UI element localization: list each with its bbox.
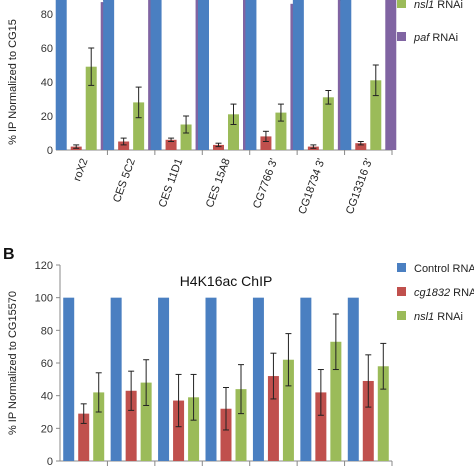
bar [150, 0, 162, 150]
legend-swatch [397, 287, 406, 296]
bar [340, 0, 352, 150]
x-tick-label: CG7766 3' [251, 157, 280, 210]
bar [315, 392, 327, 461]
bar [377, 366, 389, 461]
legend-swatch [397, 263, 406, 272]
bar [300, 297, 312, 461]
bar [173, 400, 185, 461]
chart-title: H4K16ac ChIP [180, 273, 273, 289]
y-tick-label: 80 [41, 9, 53, 21]
x-tick-label: CES 15A8 [204, 157, 233, 209]
bar [260, 136, 272, 150]
bar [228, 114, 239, 150]
bar [55, 0, 67, 150]
bar [165, 139, 177, 150]
bar [213, 144, 224, 150]
bar [362, 380, 374, 461]
bar [292, 0, 304, 150]
chart-panel-a: 0 20 40 60 80 % IP Normalized to CG15 roX2 CES … [7, 0, 463, 216]
y-tick-label: 20 [41, 423, 53, 435]
bar [85, 66, 97, 150]
chart-panel-b: 0 20 40 60 80 100 120 % IP Normalized to CG1557… [3, 246, 474, 468]
y-tick-label: 40 [41, 77, 53, 89]
bar [93, 392, 105, 461]
bar [63, 297, 75, 461]
legend-label: cg1832 RNAi [414, 287, 474, 299]
x-tick-label: CG18734 3' [296, 157, 327, 216]
bar [133, 102, 145, 150]
legend-swatch [397, 32, 406, 41]
bar [205, 297, 217, 461]
legend-swatch [397, 311, 406, 320]
legend-label: paf RNAi [413, 32, 458, 44]
x-tick-label: CES 5C2 [111, 157, 138, 204]
bar [235, 389, 247, 461]
bar [275, 112, 287, 150]
x-tick-label: CES 11D1 [157, 157, 186, 209]
bar [267, 376, 279, 461]
y-tick-label: 0 [47, 456, 53, 468]
legend-swatch [397, 0, 406, 8]
bar [198, 0, 209, 150]
bar [180, 124, 192, 150]
bar [252, 297, 264, 461]
y-tick-label: 40 [41, 391, 53, 403]
y-tick-label: 60 [41, 43, 53, 55]
bar [330, 341, 342, 461]
y-tick-label: 60 [41, 358, 53, 370]
bar [355, 143, 367, 150]
panel-label: B [3, 246, 15, 263]
bar [140, 382, 152, 461]
bar [78, 413, 90, 461]
bar [110, 297, 122, 461]
bar [282, 359, 294, 461]
x-tick-label: roX2 [71, 157, 90, 183]
y-tick-label: 120 [35, 260, 53, 272]
y-tick-label: 20 [41, 111, 53, 123]
bar [125, 390, 137, 461]
x-tick-label: CG13316 3' [344, 157, 375, 216]
bar [245, 0, 257, 150]
legend-label: nsl1 RNAi [414, 311, 463, 323]
bar [118, 141, 130, 150]
bar [220, 408, 232, 461]
y-tick-label: 0 [47, 145, 53, 157]
bar [322, 97, 334, 150]
bar [188, 397, 200, 461]
legend-label: nsl1 RNAi [414, 0, 463, 11]
bar [103, 0, 115, 150]
y-axis-label: % IP Normalized to CG15 [7, 19, 19, 145]
bar [370, 80, 382, 150]
y-tick-label: 80 [41, 325, 53, 337]
bar [385, 0, 397, 150]
y-tick-label: 100 [35, 293, 53, 305]
legend-label: Control RNAi [414, 263, 474, 275]
bar [158, 297, 170, 461]
bar [347, 297, 359, 461]
y-axis-label: % IP Normalized to CG15570 [7, 291, 19, 435]
